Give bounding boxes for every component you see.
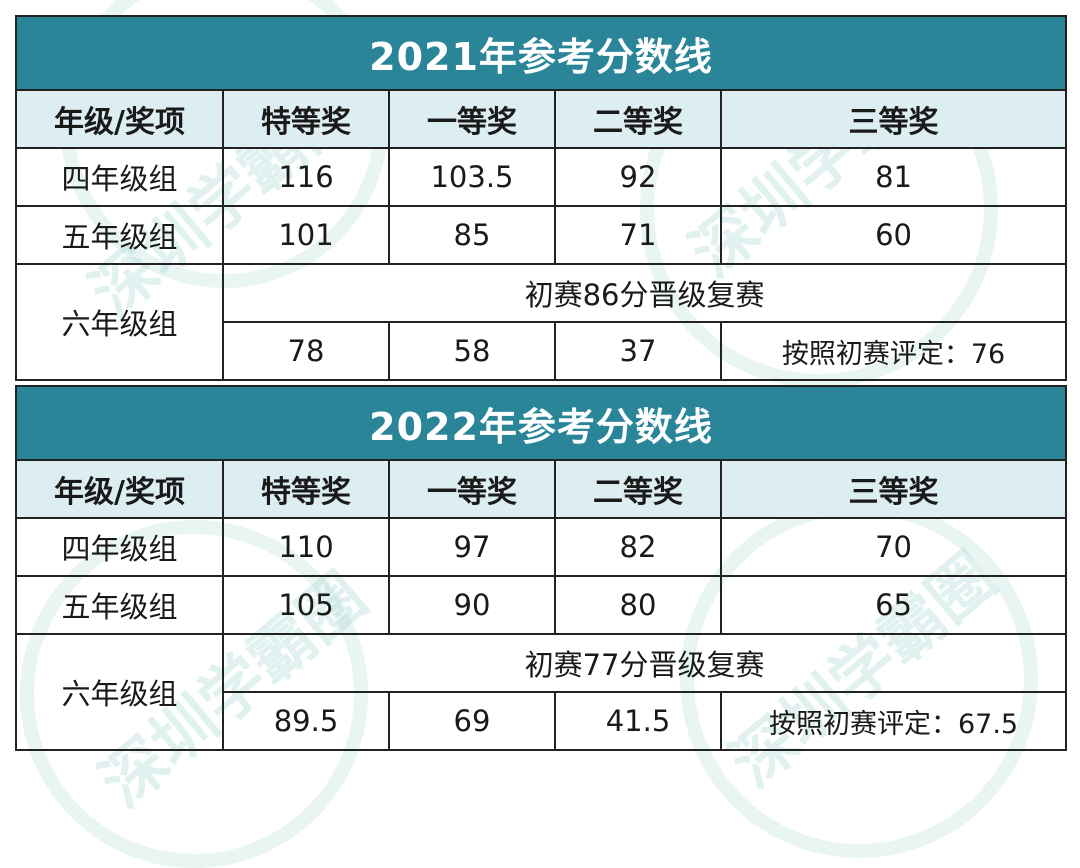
header-cell-first: 一等奖 — [388, 89, 556, 149]
score-cell: 116 — [222, 147, 390, 207]
table-row: 89.5 69 41.5 按照初赛评定：67.5 — [16, 691, 1068, 751]
score-cell: 78 — [222, 321, 390, 381]
score-cell: 82 — [554, 517, 722, 577]
score-table-2022: 2022年参考分数线 年级/奖项 特等奖 一等奖 二等奖 三等奖 四年级组 11… — [14, 385, 1068, 751]
score-cell: 70 — [719, 517, 1068, 577]
header-cell-grade: 年级/奖项 — [15, 89, 224, 149]
score-cell: 110 — [222, 517, 390, 577]
table-title: 2022年参考分数线 — [14, 385, 1068, 461]
score-cell: 65 — [719, 575, 1068, 635]
grade-cell: 六年级组 — [15, 633, 224, 751]
score-cell: 81 — [719, 147, 1068, 207]
score-cell: 97 — [388, 517, 556, 577]
header-cell-special: 特等奖 — [222, 459, 390, 519]
score-cell: 90 — [388, 575, 556, 635]
score-cell: 41.5 — [554, 691, 722, 751]
score-cell: 60 — [719, 205, 1068, 265]
grade-cell: 五年级组 — [15, 205, 224, 265]
score-cell: 105 — [222, 575, 390, 635]
table-row: 六年级组 初赛86分晋级复赛 — [15, 263, 1068, 381]
score-cell: 37 — [554, 321, 722, 381]
table-row: 五年级组 101 85 71 60 — [15, 205, 1068, 265]
advance-note-cell: 初赛86分晋级复赛 — [221, 263, 1068, 323]
grade-cell: 六年级组 — [15, 263, 224, 381]
header-cell-grade: 年级/奖项 — [15, 459, 224, 519]
score-cell: 89.5 — [222, 691, 390, 751]
header-cell-second: 二等奖 — [554, 459, 722, 519]
header-cell-first: 一等奖 — [388, 459, 556, 519]
score-cell: 85 — [388, 205, 556, 265]
grade-cell: 四年级组 — [15, 517, 224, 577]
table-row: 四年级组 116 103.5 92 81 — [15, 147, 1068, 207]
score-cell: 103.5 — [388, 147, 556, 207]
grade-cell: 四年级组 — [15, 147, 224, 207]
header-cell-third: 三等奖 — [719, 89, 1068, 149]
score-cell: 按照初赛评定：76 — [719, 321, 1068, 381]
header-cell-special: 特等奖 — [222, 89, 390, 149]
advance-note-cell: 初赛77分晋级复赛 — [221, 633, 1068, 693]
score-cell: 按照初赛评定：67.5 — [719, 691, 1068, 751]
table-row: 五年级组 105 90 80 65 — [15, 575, 1068, 635]
table-row: 78 58 37 按照初赛评定：76 — [16, 321, 1068, 381]
score-table-2021: 2021年参考分数线 年级/奖项 特等奖 一等奖 二等奖 三等奖 四年级组 11… — [14, 15, 1068, 381]
header-row: 年级/奖项 特等奖 一等奖 二等奖 三等奖 — [15, 89, 1068, 149]
score-cell: 69 — [388, 691, 556, 751]
header-cell-second: 二等奖 — [554, 89, 722, 149]
table-row: 四年级组 110 97 82 70 — [15, 517, 1068, 577]
score-cell: 92 — [554, 147, 722, 207]
header-cell-third: 三等奖 — [719, 459, 1068, 519]
score-cell: 58 — [388, 321, 556, 381]
table-title: 2021年参考分数线 — [14, 15, 1068, 91]
score-cell: 71 — [554, 205, 722, 265]
table-row: 六年级组 初赛77分晋级复赛 — [15, 633, 1068, 751]
score-cell: 101 — [222, 205, 390, 265]
header-row: 年级/奖项 特等奖 一等奖 二等奖 三等奖 — [15, 459, 1068, 519]
grade-cell: 五年级组 — [15, 575, 224, 635]
score-cell: 80 — [554, 575, 722, 635]
